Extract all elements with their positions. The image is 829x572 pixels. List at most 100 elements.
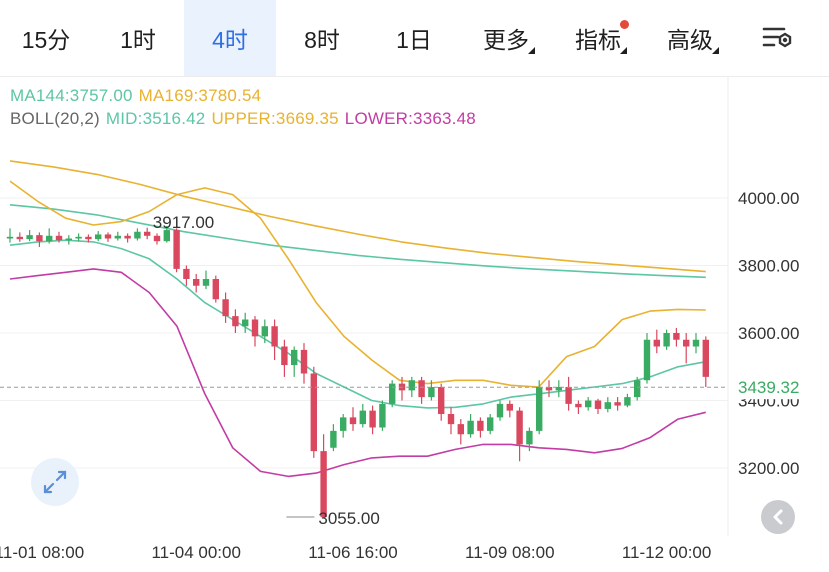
candle-body [330, 430, 337, 448]
candle-body [320, 451, 327, 517]
tab-label: 15分 [21, 27, 71, 53]
candle-body [575, 403, 582, 408]
tab-label: 指标 [575, 27, 621, 53]
candle-body [261, 326, 268, 337]
y-tick-label: 4000.00 [738, 189, 799, 208]
candle-body [673, 333, 680, 340]
tab-label: 8时 [304, 27, 340, 53]
tab-indicators[interactable]: 指标 [552, 0, 644, 76]
interval-tab-bar: 15分 1时 4时 8时 1日 更多 指标 高级 [0, 0, 829, 77]
candle-body [643, 339, 651, 381]
candle-body [144, 231, 151, 236]
candle-body [477, 420, 484, 431]
boll-label: BOLL(20,2) [10, 109, 100, 128]
candle-body [692, 339, 700, 347]
tab-15min[interactable]: 15分 [0, 0, 92, 76]
candle-body [634, 380, 641, 398]
ma169-line [9, 160, 706, 273]
expand-button[interactable] [31, 458, 79, 506]
candle-body [222, 299, 229, 317]
candle-body [683, 339, 690, 347]
candle-body [349, 417, 357, 425]
x-tick-label: 11-09 08:00 [465, 543, 554, 562]
tab-4h[interactable]: 4时 [184, 0, 276, 76]
tab-8h[interactable]: 8时 [276, 0, 368, 76]
candle-body [16, 236, 23, 240]
candle-body [163, 230, 170, 242]
tab-label: 1时 [120, 27, 156, 53]
candle-body [496, 403, 504, 418]
candle-body [124, 235, 131, 239]
candle-body [310, 373, 317, 452]
x-tick-label: 11-06 16:00 [308, 543, 397, 562]
candle-body [545, 387, 553, 391]
expand-icon [43, 470, 67, 494]
current-price-label: 3439.32 [738, 378, 799, 397]
tab-more[interactable]: 更多 [460, 0, 552, 76]
candle-body [614, 402, 621, 406]
boll-mid-legend: MID:3516.42 [105, 109, 206, 128]
candle-body [702, 339, 709, 377]
candle-body [369, 410, 376, 428]
x-tick-label: 11-04 00:00 [151, 543, 240, 562]
x-tick-label: 11-01 08:00 [0, 543, 84, 562]
boll-upper-legend: UPPER:3669.35 [211, 109, 339, 128]
collapse-button[interactable] [761, 500, 795, 534]
tab-label: 更多 [483, 27, 529, 53]
candle-body [594, 400, 602, 409]
tab-1h[interactable]: 1时 [92, 0, 184, 76]
candle-body [202, 279, 210, 286]
candle-body [604, 402, 611, 409]
candle-body [624, 397, 631, 406]
candlestick-chart[interactable]: 4000.003800.003600.003400.003200.0011-01… [0, 76, 829, 572]
candle-body [536, 387, 543, 431]
high-price-label: 3917.00 [153, 213, 214, 232]
candle-body [271, 326, 278, 347]
ma144-legend: MA144:3757.00 [10, 86, 133, 105]
chart-settings-button[interactable] [760, 22, 796, 54]
candle-body [114, 235, 121, 239]
y-tick-label: 3200.00 [738, 459, 799, 478]
boll-upper-line [9, 180, 706, 388]
candle-body [663, 333, 670, 347]
candle-body [526, 430, 533, 445]
ma-legend: MA144:3757.00 MA169:3780.54 [10, 86, 267, 106]
candle-body [428, 387, 435, 398]
y-tick-label: 3800.00 [738, 257, 799, 276]
candle-body [516, 410, 523, 445]
candle-body [418, 380, 425, 398]
tab-advanced[interactable]: 高级 [644, 0, 736, 76]
candle-body [438, 387, 445, 414]
candle-body [585, 400, 592, 408]
candle-body [212, 279, 219, 300]
candle-body [46, 235, 53, 242]
boll-lower-legend: LOWER:3363.48 [344, 109, 476, 128]
dropdown-caret-icon [712, 47, 719, 54]
candle-body [26, 235, 33, 240]
dropdown-caret-icon [620, 47, 627, 54]
candle-body [408, 380, 415, 391]
boll-lower-line [9, 268, 706, 478]
candle-body [173, 230, 180, 269]
chart-settings-icon [762, 27, 792, 48]
candle-body [55, 235, 63, 241]
ma169-legend: MA169:3780.54 [138, 86, 262, 105]
candle-body [653, 339, 660, 347]
x-tick-label: 11-12 00:00 [622, 543, 711, 562]
candle-body [340, 417, 347, 431]
candle-body [232, 316, 239, 327]
tab-label: 1日 [396, 27, 432, 53]
candle-body [555, 387, 562, 391]
candle-body [85, 236, 92, 240]
candle-body [291, 349, 298, 366]
candle-body [359, 410, 366, 425]
candle-body [134, 231, 141, 239]
notification-dot-icon [620, 20, 629, 29]
ma144-line [9, 204, 706, 279]
tab-1d[interactable]: 1日 [368, 0, 460, 76]
candle-body [251, 319, 259, 337]
candle-body [447, 414, 455, 425]
tab-label: 4时 [212, 27, 248, 53]
candle-body [506, 403, 513, 411]
candle-body [457, 424, 464, 435]
